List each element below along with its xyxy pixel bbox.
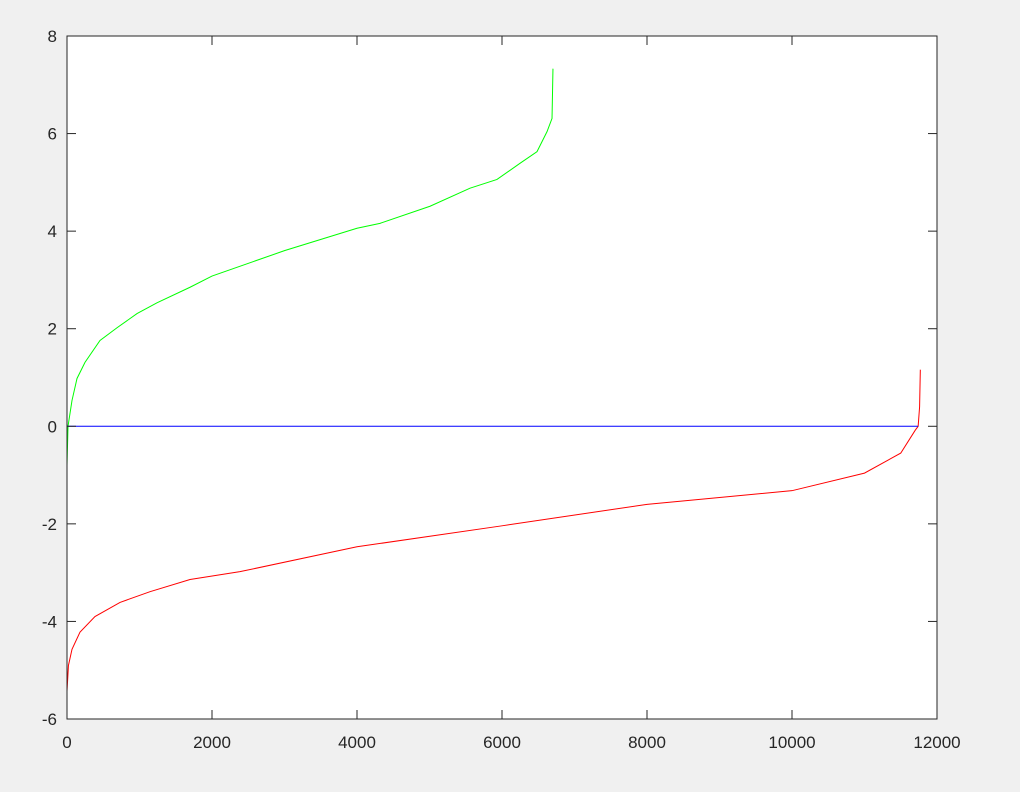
series-line-0 <box>66 68 554 466</box>
x-tick-label: 0 <box>62 733 71 752</box>
x-tick-label: 2000 <box>193 733 231 752</box>
x-tick-label: 8000 <box>628 733 666 752</box>
y-tick-label: 6 <box>48 125 57 144</box>
x-tick-label: 12000 <box>913 733 960 752</box>
y-tick-label: 0 <box>48 417 57 436</box>
series-line-1 <box>66 369 921 692</box>
y-tick-label: 2 <box>48 320 57 339</box>
x-tick-label: 6000 <box>483 733 521 752</box>
plot-area <box>67 36 937 719</box>
y-tick-label: -2 <box>42 515 57 534</box>
x-tick-label: 4000 <box>338 733 376 752</box>
x-tick-label: 10000 <box>768 733 815 752</box>
y-tick-label: -4 <box>42 612 57 631</box>
y-tick-label: 4 <box>48 222 57 241</box>
y-tick-label: -6 <box>42 710 57 729</box>
y-tick-label: 8 <box>48 27 57 46</box>
